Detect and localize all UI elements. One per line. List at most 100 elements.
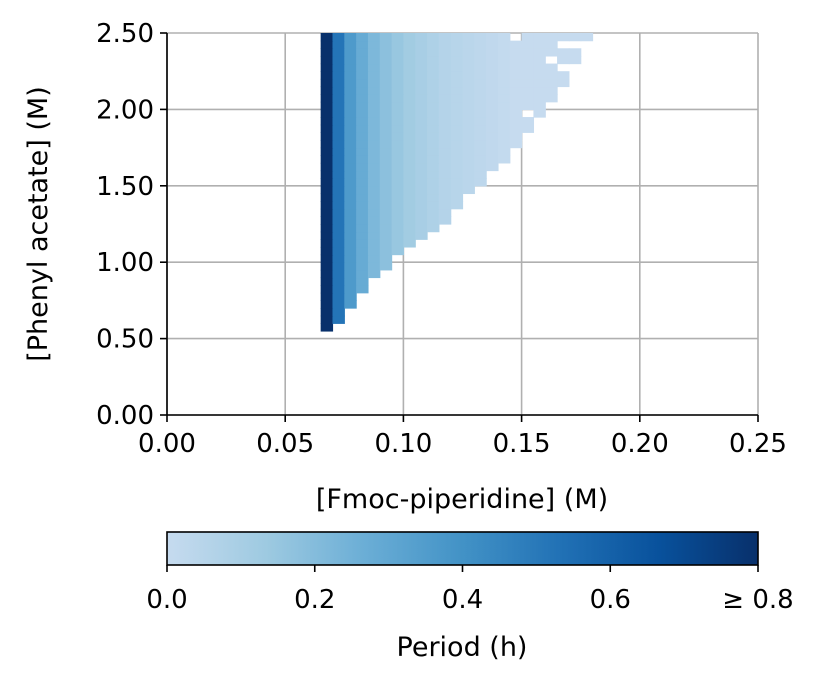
heatmap-cell xyxy=(415,201,428,210)
colorbar-label: Period (h) xyxy=(397,632,528,663)
heatmap-cell xyxy=(379,55,393,65)
x-tick-label: 0.05 xyxy=(256,429,314,459)
heatmap-cell xyxy=(403,124,416,133)
heatmap-cell xyxy=(332,162,345,172)
heatmap-cell xyxy=(391,147,404,156)
heatmap-cell xyxy=(320,101,334,110)
heatmap-cell xyxy=(367,147,381,156)
heatmap-cell xyxy=(367,86,381,95)
heatmap-cell xyxy=(320,185,334,195)
heatmap-cell xyxy=(415,94,428,103)
heatmap-cell xyxy=(367,216,381,225)
heatmap-cell xyxy=(344,246,357,256)
heatmap-cell xyxy=(391,55,404,65)
heatmap-cell xyxy=(320,193,334,202)
heatmap-cell xyxy=(344,117,357,126)
heatmap-cell xyxy=(356,231,369,240)
heatmap-cell xyxy=(344,33,357,42)
heatmap-cell xyxy=(403,109,416,118)
heatmap-cell xyxy=(356,224,369,233)
heatmap-cell xyxy=(344,170,357,179)
heatmap-cell xyxy=(344,147,357,156)
heatmap-cell xyxy=(332,315,345,324)
heatmap-cell xyxy=(486,162,499,172)
heatmap-cell xyxy=(332,246,345,256)
heatmap-cell xyxy=(367,94,381,103)
heatmap-cell xyxy=(415,71,428,80)
heatmap-cell xyxy=(356,216,369,225)
heatmap-cell xyxy=(415,224,428,233)
heatmap-cell xyxy=(379,170,393,179)
heatmap-cell xyxy=(332,178,345,187)
heatmap-cell xyxy=(356,269,369,279)
heatmap-cell xyxy=(391,109,404,118)
heatmap-cell xyxy=(344,254,357,263)
colorbar-tick-label: 0.6 xyxy=(590,585,631,615)
heatmap-cell xyxy=(474,109,487,118)
heatmap-cell xyxy=(344,94,357,103)
heatmap-cell xyxy=(450,162,464,172)
heatmap-cell xyxy=(497,147,511,156)
heatmap-cell xyxy=(521,94,535,103)
heatmap-cell xyxy=(450,55,464,65)
heatmap-cell xyxy=(320,78,334,88)
heatmap-cell xyxy=(379,117,393,126)
heatmap-cell xyxy=(379,254,393,263)
heatmap-cell xyxy=(379,224,393,233)
heatmap-cell xyxy=(438,101,452,110)
heatmap-cell xyxy=(521,48,535,57)
heatmap-cell xyxy=(320,254,334,263)
heatmap-cell xyxy=(462,55,475,65)
heatmap-cell xyxy=(497,155,511,164)
heatmap-cell xyxy=(438,109,452,118)
heatmap-cell xyxy=(320,292,334,301)
heatmap-cell xyxy=(367,224,381,233)
heatmap-cell xyxy=(379,78,393,88)
heatmap-cell xyxy=(344,285,357,294)
heatmap-cell xyxy=(403,208,416,217)
heatmap-cell xyxy=(356,139,369,149)
heatmap-cell xyxy=(438,185,452,195)
heatmap-cell xyxy=(379,124,393,133)
colorbar: 0.0 0.2 0.4 0.6 ≥ 0.8 Period (h) xyxy=(146,531,794,663)
heatmap-cell xyxy=(320,216,334,225)
x-tick-label: 0.00 xyxy=(138,429,196,459)
colorbar-gradient xyxy=(166,531,759,566)
heatmap-cell xyxy=(533,48,546,57)
heatmap-cell xyxy=(391,201,404,210)
heatmap-cell xyxy=(474,33,487,42)
heatmap-cell xyxy=(320,48,334,57)
heatmap-cell xyxy=(486,86,499,95)
heatmap-cell xyxy=(486,124,499,133)
heatmap-cell xyxy=(521,78,535,88)
heatmap-cell xyxy=(367,117,381,126)
heatmap-cell xyxy=(332,208,345,217)
heatmap-cell xyxy=(367,78,381,88)
heatmap-cell xyxy=(356,170,369,179)
heatmap-cell xyxy=(344,216,357,225)
heatmap-cell xyxy=(427,117,440,126)
heatmap-cell xyxy=(391,101,404,110)
heatmap-cell xyxy=(438,155,452,164)
heatmap-cell xyxy=(486,132,499,141)
heatmap-cell xyxy=(391,246,404,256)
heatmap-cell xyxy=(356,109,369,118)
heatmap-cell xyxy=(533,55,546,65)
heatmap-cell xyxy=(450,71,464,80)
heatmap-cell xyxy=(332,285,345,294)
heatmap-cell xyxy=(462,147,475,156)
y-axis-label: [Phenyl acetate] (M) xyxy=(23,86,54,362)
heatmap-cell xyxy=(521,55,535,65)
heatmap-cell xyxy=(379,239,393,248)
colorbar-tick-label: 0.0 xyxy=(146,585,187,615)
heatmap-cell xyxy=(356,201,369,210)
heatmap-cell xyxy=(474,55,487,65)
heatmap-cell xyxy=(320,285,334,294)
heatmap-cell xyxy=(356,132,369,141)
heatmap-cell xyxy=(403,48,416,57)
heatmap-cell xyxy=(332,48,345,57)
heatmap-cell xyxy=(344,262,357,271)
heatmap-cell xyxy=(379,262,393,271)
heatmap-cell xyxy=(356,155,369,164)
heatmap-cell xyxy=(367,101,381,110)
